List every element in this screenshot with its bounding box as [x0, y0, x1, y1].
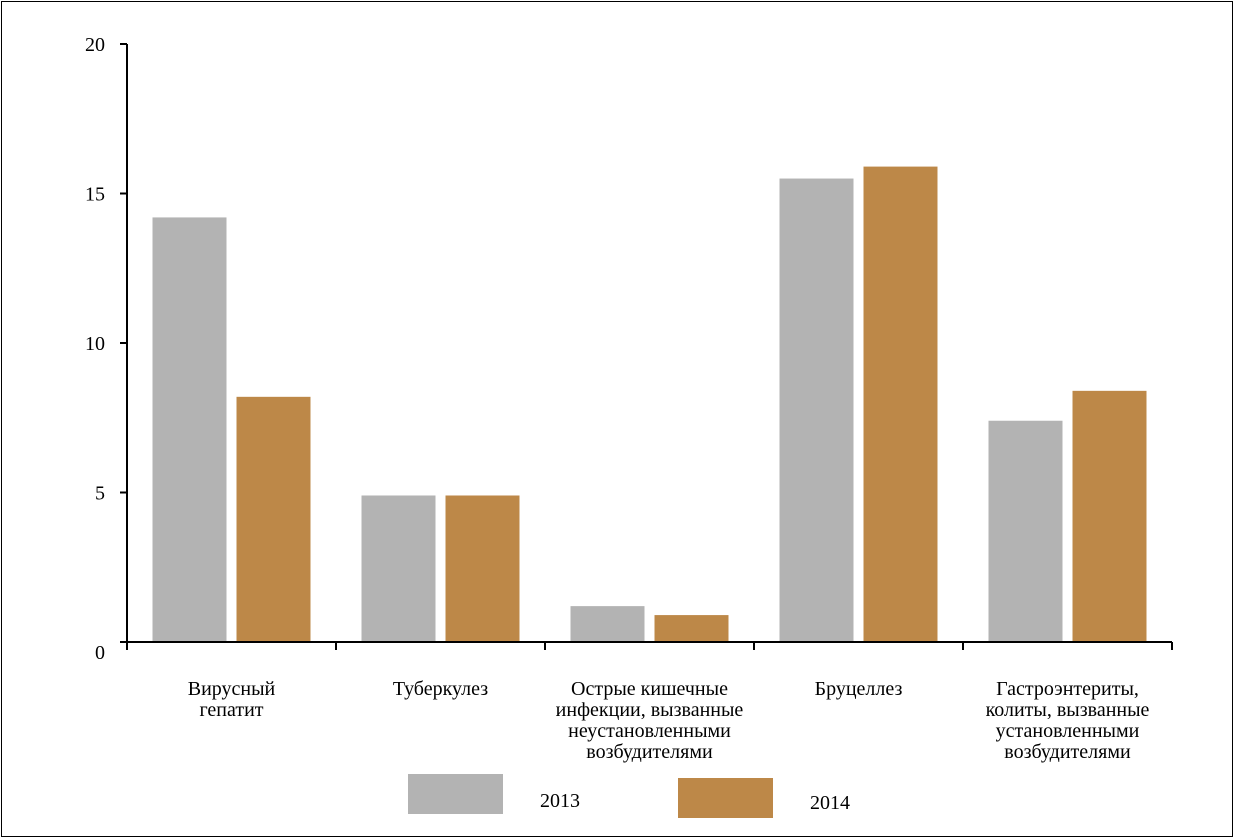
legend-swatch-2014	[678, 778, 773, 818]
y-tick-label-10: 10	[85, 333, 105, 355]
bar-2014-4	[1072, 390, 1147, 642]
category-label-0: Вирусный гепатит	[188, 678, 276, 721]
legend-label-2014: 2014	[810, 792, 850, 814]
bar-2013-3	[779, 178, 854, 643]
category-label-3: Бруцеллез	[815, 678, 903, 700]
category-labels: Вирусный гепатит Туберкулез Острые кишечные…	[188, 678, 1150, 763]
bar-2014-3	[863, 166, 938, 642]
category-label-2: Острые кишечные инфекции, вызванные неуста…	[556, 678, 744, 763]
bar-2013-1	[361, 495, 436, 642]
bar-2013-4	[988, 420, 1063, 642]
bars-layer	[152, 166, 1147, 643]
category-label-4: Гастроэнтериты, колиты, вызванные установл…	[986, 678, 1150, 763]
y-tick-labels: 0 5 10 15 20	[85, 34, 105, 664]
bar-2013-2	[570, 606, 645, 642]
legend-label-2013: 2013	[540, 790, 580, 812]
legend: 2013 2014	[408, 774, 850, 818]
category-label-1: Туберкулез	[393, 678, 488, 700]
y-tick-label-15: 15	[85, 184, 105, 206]
y-tick-label-5: 5	[95, 483, 105, 505]
axes-layer	[120, 43, 1173, 650]
bar-2014-1	[445, 495, 520, 642]
bar-2013-0	[152, 217, 227, 643]
y-tick-label-20: 20	[85, 34, 105, 56]
legend-swatch-2013	[408, 774, 503, 814]
y-tick-label-0: 0	[95, 642, 105, 664]
bar-2014-0	[236, 396, 311, 642]
bar-2014-2	[654, 615, 729, 642]
